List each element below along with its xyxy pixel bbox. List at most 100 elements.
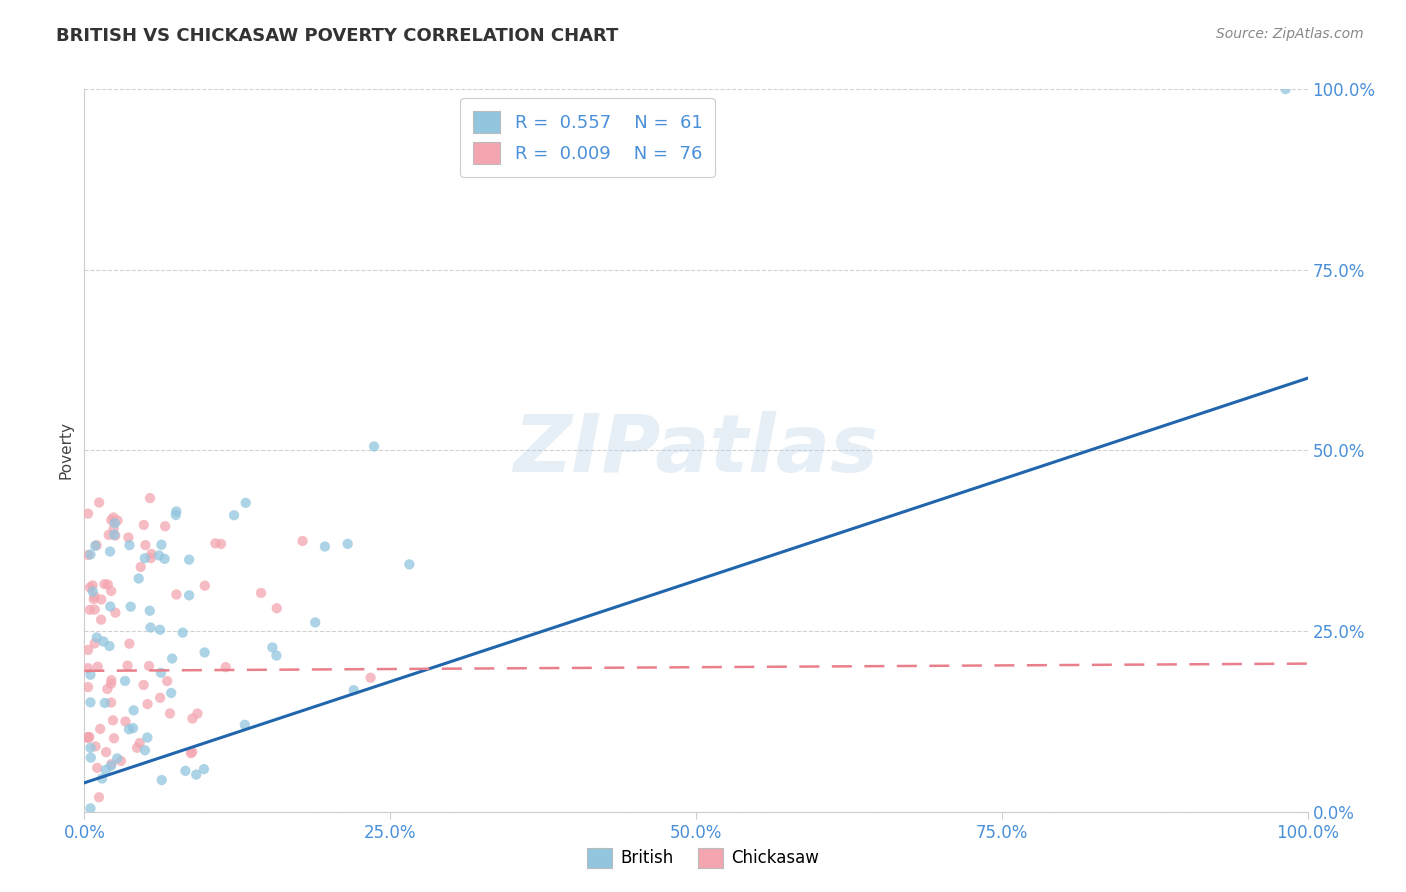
Point: [107, 514, 129, 528]
Point: [138, 659, 160, 673]
Legend: R =  0.557    N =  61, R =  0.009    N =  76: R = 0.557 N = 61, R = 0.009 N = 76: [460, 98, 714, 177]
Point: [89, 495, 111, 509]
Point: [204, 536, 226, 550]
Point: [103, 522, 125, 536]
Point: [343, 683, 366, 698]
Point: [180, 746, 202, 760]
Point: [160, 651, 183, 665]
Point: [83, 590, 105, 604]
Point: [104, 606, 127, 620]
Point: [97, 528, 120, 542]
Point: [93, 577, 115, 591]
Point: [100, 513, 122, 527]
Point: [82, 578, 104, 592]
Point: [94, 763, 117, 777]
Point: [181, 712, 204, 726]
Point: [90, 613, 112, 627]
Point: [179, 588, 201, 602]
Point: [98, 599, 121, 614]
Point: [83, 636, 105, 650]
Text: ZIPatlas: ZIPatlas: [513, 411, 879, 490]
Point: [134, 538, 156, 552]
Point: [77, 730, 100, 744]
Point: [89, 722, 111, 736]
Point: [194, 645, 217, 659]
Point: [120, 599, 142, 614]
Point: [138, 604, 160, 618]
Text: BRITISH VS CHICKASAW POVERTY CORRELATION CHART: BRITISH VS CHICKASAW POVERTY CORRELATION…: [56, 27, 619, 45]
Point: [83, 592, 105, 607]
Point: [114, 714, 136, 729]
Point: [150, 773, 173, 788]
Point: [104, 528, 127, 542]
Point: [77, 730, 100, 744]
Point: [77, 661, 100, 675]
Point: [181, 745, 204, 759]
Point: [103, 510, 125, 524]
Point: [134, 743, 156, 757]
Point: [98, 544, 121, 558]
Point: [94, 696, 117, 710]
Point: [139, 491, 162, 505]
Point: [186, 767, 208, 781]
Point: [77, 507, 100, 521]
Point: [104, 516, 127, 531]
Point: [360, 671, 382, 685]
Point: [398, 558, 420, 572]
Point: [97, 577, 120, 591]
Point: [86, 761, 108, 775]
Point: [153, 551, 176, 566]
Point: [304, 615, 326, 630]
Point: [118, 637, 141, 651]
Point: [266, 601, 288, 615]
Point: [165, 504, 187, 518]
Point: [222, 508, 245, 523]
Point: [132, 678, 155, 692]
Point: [77, 731, 100, 745]
Point: [160, 686, 183, 700]
Point: [100, 673, 122, 688]
Point: [336, 537, 359, 551]
Point: [134, 551, 156, 566]
Point: [235, 496, 257, 510]
Point: [193, 762, 215, 776]
Point: [125, 740, 148, 755]
Point: [266, 648, 288, 663]
Point: [233, 718, 256, 732]
Legend: British, Chickasaw: British, Chickasaw: [579, 841, 827, 875]
Point: [118, 538, 141, 552]
Point: [110, 754, 132, 768]
Point: [79, 695, 101, 709]
Point: [79, 603, 101, 617]
Point: [93, 634, 115, 648]
Point: [77, 680, 100, 694]
Point: [114, 673, 136, 688]
Point: [100, 759, 122, 773]
Point: [80, 750, 103, 764]
Point: [148, 549, 170, 563]
Y-axis label: Poverty: Poverty: [59, 421, 75, 480]
Point: [86, 538, 108, 552]
Point: [153, 519, 176, 533]
Point: [156, 673, 179, 688]
Point: [291, 534, 314, 549]
Point: [129, 560, 152, 574]
Point: [91, 772, 114, 786]
Point: [136, 697, 159, 711]
Point: [79, 581, 101, 595]
Point: [262, 640, 284, 655]
Point: [177, 552, 200, 566]
Point: [150, 538, 173, 552]
Point: [128, 736, 150, 750]
Point: [141, 547, 163, 561]
Point: [100, 757, 122, 772]
Point: [136, 731, 159, 745]
Point: [77, 731, 100, 745]
Point: [96, 681, 118, 696]
Point: [250, 586, 273, 600]
Point: [149, 690, 172, 705]
Point: [194, 579, 217, 593]
Point: [77, 643, 100, 657]
Point: [117, 658, 139, 673]
Point: [101, 714, 124, 728]
